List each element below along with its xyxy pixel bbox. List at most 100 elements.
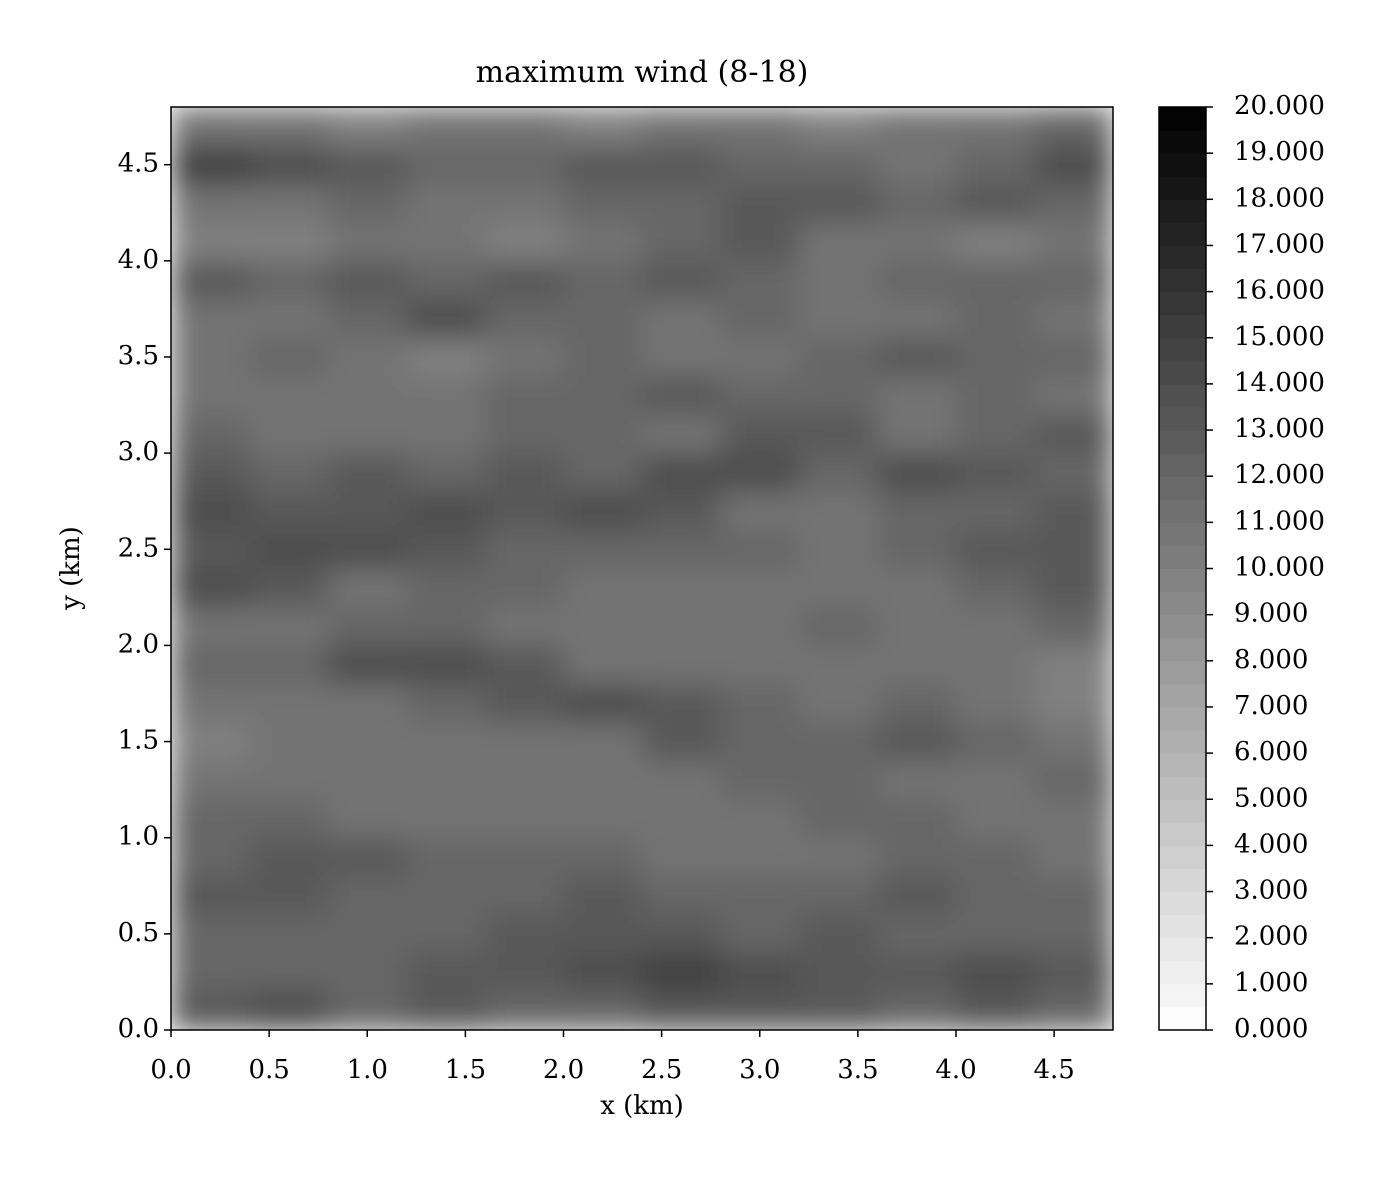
heatmap-cell [1034, 722, 1113, 762]
heatmap-cell [720, 414, 800, 454]
heatmap-cell [720, 376, 800, 416]
x-tick-label: 4.0 [935, 1055, 976, 1085]
heatmap-cell [171, 491, 250, 531]
heatmap-cell [249, 337, 329, 377]
heatmap-cell [249, 414, 329, 454]
colorbar-band [1159, 937, 1206, 962]
plot-frame [170, 106, 1114, 1031]
heatmap-cell [485, 530, 564, 569]
heatmap-cell [328, 606, 407, 646]
heatmap-cell [642, 991, 721, 1030]
heatmap-cell [799, 837, 878, 877]
heatmap-cell [328, 107, 407, 146]
heatmap-cell [720, 145, 800, 185]
colorbar-band [1159, 268, 1206, 293]
heatmap-cell [720, 299, 800, 339]
colorbar-tick-label: 15.000 [1234, 322, 1325, 352]
heatmap-cell [642, 914, 721, 954]
heatmap-cell [877, 337, 957, 377]
heatmap-cell [249, 991, 329, 1030]
colorbar-band [1159, 753, 1206, 777]
colorbar-band [1159, 660, 1206, 685]
colorbar-band [1159, 706, 1206, 731]
heatmap-cell [1034, 299, 1113, 339]
colorbar-band [1159, 360, 1206, 385]
colorbar-band [1159, 130, 1206, 154]
heatmap-cell [720, 453, 800, 493]
heatmap-cell [877, 914, 957, 954]
y-axis-label: y (km) [56, 526, 86, 611]
heatmap-cell [249, 491, 329, 531]
colorbar-tick-label: 0.000 [1234, 1014, 1308, 1044]
heatmap-cell [171, 914, 250, 954]
heatmap-cell [328, 145, 407, 185]
heatmap-cell [485, 376, 564, 416]
heatmap-cell [406, 260, 486, 300]
heatmap-cell [406, 760, 486, 800]
heatmap-cell [956, 453, 1035, 493]
heatmap-cell [249, 183, 329, 223]
heatmap-cell [171, 337, 250, 377]
heatmap-cell [563, 376, 643, 416]
colorbar-tick-label: 20.000 [1234, 91, 1325, 121]
colorbar-tick-label: 3.000 [1234, 876, 1308, 906]
heatmap-cell [642, 530, 721, 569]
heatmap-cell [720, 991, 800, 1030]
heatmap-cell [485, 222, 564, 262]
heatmap-cell [1034, 914, 1113, 954]
heatmap-cell [720, 683, 800, 723]
x-tick-label: 1.5 [445, 1055, 486, 1085]
heatmap-cell [406, 107, 486, 146]
colorbar-tick-label: 1.000 [1234, 968, 1308, 998]
heatmap-cell [720, 491, 800, 531]
heatmap-cell [642, 837, 721, 877]
colorbar-tick-label: 2.000 [1234, 922, 1308, 952]
colorbar-band [1159, 153, 1206, 177]
heatmap-cell [1034, 337, 1113, 377]
colorbar-band [1159, 776, 1206, 800]
heatmap-cell [956, 414, 1035, 454]
heatmap-cell [877, 837, 957, 877]
heatmap-cell [406, 914, 486, 954]
colorbar-tick-label: 10.000 [1234, 553, 1325, 583]
heatmap-cell [485, 683, 564, 723]
colorbar-band [1159, 176, 1206, 200]
heatmap-cell [328, 414, 407, 454]
heatmap-cell [1034, 568, 1113, 608]
heatmap-cell [956, 953, 1035, 993]
colorbar-tick-label: 18.000 [1234, 183, 1325, 213]
heatmap-cell [799, 337, 878, 377]
colorbar-band [1159, 845, 1206, 869]
colorbar-band [1159, 222, 1206, 246]
heatmap-cell [485, 183, 564, 223]
heatmap-cell [328, 722, 407, 762]
heatmap-cell [249, 260, 329, 300]
heatmap-cell [563, 914, 643, 954]
heatmap-cell [563, 414, 643, 454]
heatmap-cell [956, 837, 1035, 877]
heatmap-cell [171, 568, 250, 608]
colorbar-tick-label: 17.000 [1234, 229, 1325, 259]
heatmap-cell [720, 222, 800, 262]
heatmap-cell [1034, 530, 1113, 569]
heatmap-cell [799, 183, 878, 223]
heatmap-cell [249, 376, 329, 416]
heatmap-cells [171, 107, 1113, 1030]
heatmap-cell [485, 145, 564, 185]
heatmap-cell [877, 414, 957, 454]
heatmap-cell [328, 337, 407, 377]
heatmap-cell [799, 606, 878, 646]
heatmap-cell [642, 260, 721, 300]
heatmap-cell [642, 799, 721, 839]
heatmap-cell [877, 606, 957, 646]
heatmap-cell [406, 722, 486, 762]
colorbar-band [1159, 822, 1206, 846]
heatmap-cell [799, 991, 878, 1030]
heatmap-cell [956, 299, 1035, 339]
heatmap-cell [485, 107, 564, 146]
heatmap-cell [171, 760, 250, 800]
heatmap-cell [563, 876, 643, 916]
heatmap-cell [563, 760, 643, 800]
colorbar-band [1159, 245, 1206, 270]
x-tick-label: 3.5 [837, 1055, 878, 1085]
